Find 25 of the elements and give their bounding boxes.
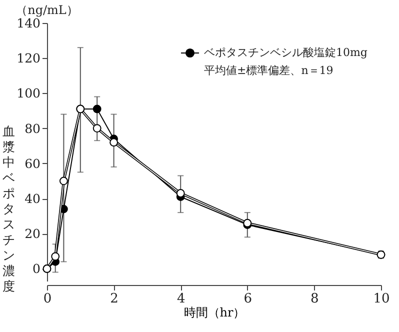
x-tick-label: 2: [110, 292, 118, 306]
point: [110, 138, 118, 147]
point: [92, 124, 102, 133]
y-tick-label: 20: [24, 226, 41, 242]
x-tick-label: 10: [373, 292, 390, 306]
x-tick-label: 0: [43, 292, 52, 306]
y-tick-label: 140: [16, 16, 41, 30]
point: [92, 104, 102, 114]
y-tick-label: 0: [32, 261, 41, 276]
x-tick-label: 8: [310, 292, 319, 306]
x-axis-title: 時間（hr）: [184, 306, 246, 320]
y-tick-label: 100: [16, 86, 41, 101]
annotation: 平均値±標準偏差、n＝19: [204, 64, 334, 77]
x-tick-label: 4: [176, 292, 186, 306]
point: [51, 252, 60, 261]
text: 血漿中ベポタスチン濃度: [2, 123, 16, 294]
point: [176, 189, 185, 198]
x-tick-label: 6: [244, 292, 252, 306]
y-tick-label: 60: [24, 156, 41, 171]
y-tick-label: 80: [24, 120, 41, 136]
y-tick-label: 40: [24, 191, 41, 206]
legend-label: ベポタスチンベシル酸塩錠10mg: [204, 46, 368, 59]
point: [59, 176, 68, 186]
y-tick-label: 120: [16, 50, 41, 66]
text: （ng/mL）: [16, 3, 78, 17]
